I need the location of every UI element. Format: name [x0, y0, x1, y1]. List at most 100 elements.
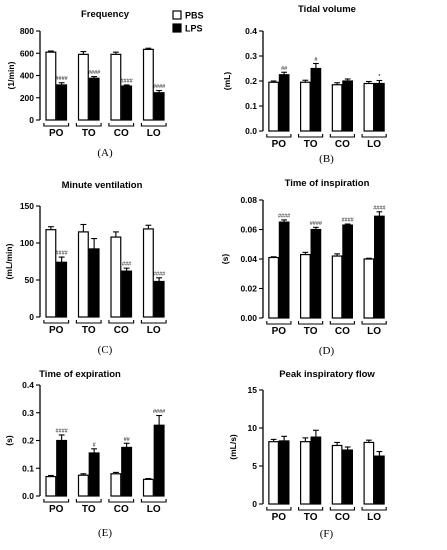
y-tick-label: 0.2: [22, 436, 34, 446]
bar-pbs: [300, 81, 311, 132]
y-axis-label: (mL): [222, 72, 232, 91]
panel-label: (B): [319, 153, 334, 165]
bar-pbs: [268, 81, 279, 132]
group-bracket: [140, 499, 167, 503]
bar-pbs: [331, 255, 343, 319]
bar-lps: [342, 224, 353, 319]
bar-lps: [56, 84, 68, 121]
chart-title: Minute ventilation: [62, 180, 143, 191]
bar-pbs: [363, 441, 375, 505]
significance-marker: ####: [342, 218, 355, 224]
legend-pbs-label: PBS: [185, 11, 204, 21]
group-bracket: [43, 320, 70, 324]
significance-marker: ###: [122, 262, 132, 268]
group-bracket: [329, 507, 355, 511]
group-bracket: [361, 321, 387, 325]
group-bracket: [266, 507, 292, 511]
y-tick-label: 0.00: [240, 313, 257, 323]
significance-marker: ####: [56, 251, 69, 257]
bar-lps: [310, 67, 322, 132]
bar-lps: [278, 74, 290, 132]
category-label: CO: [335, 326, 350, 337]
y-tick-label: 100: [20, 238, 34, 248]
bar-lps: [121, 85, 133, 121]
bar-pbs: [363, 258, 375, 319]
group-bracket: [298, 321, 324, 325]
category-label: LO: [147, 325, 161, 336]
y-tick-label: 0.1: [22, 463, 34, 473]
chart-title: Time of expiration: [39, 369, 121, 380]
y-tick-label: 0.0: [245, 126, 257, 136]
y-tick-label: 10: [248, 423, 258, 433]
category-label: TO: [82, 504, 96, 515]
bar-pbs: [331, 84, 343, 132]
legend-lps-swatch: [172, 23, 182, 33]
significance-marker: ####: [278, 213, 291, 219]
significance-marker: *: [378, 74, 381, 80]
group-bracket: [329, 321, 355, 325]
bar-lps: [278, 440, 290, 505]
y-axis-label: (mL/s): [228, 434, 238, 460]
category-label: PO: [272, 512, 287, 523]
bar-lps: [88, 77, 100, 121]
y-tick-label: 0.04: [240, 254, 257, 264]
category-label: CO: [114, 325, 129, 336]
y-tick-label: 50: [25, 275, 35, 285]
bar-lps: [374, 455, 385, 505]
bar-pbs: [45, 51, 57, 121]
category-label: TO: [82, 128, 96, 139]
category-label: TO: [304, 512, 318, 523]
group-bracket: [43, 123, 70, 127]
legend: PBS LPS: [172, 10, 204, 34]
category-label: LO: [367, 512, 381, 523]
group-bracket: [140, 123, 167, 127]
chart-title: Peak inspiratory flow: [279, 369, 375, 380]
bar-pbs: [77, 474, 89, 497]
bar-pbs: [142, 228, 154, 318]
category-label: CO: [335, 139, 350, 150]
legend-pbs-swatch: [172, 10, 182, 20]
significance-marker: ####: [373, 205, 386, 211]
group-bracket: [298, 507, 324, 511]
y-tick-label: 0.06: [240, 225, 257, 235]
y-tick-label: 0.4: [245, 26, 257, 36]
bar-lps: [153, 92, 165, 121]
group-bracket: [361, 507, 387, 511]
significance-marker: #: [93, 442, 97, 448]
significance-marker: ####: [88, 70, 101, 76]
significance-marker: ####: [153, 409, 166, 415]
bar-pbs: [331, 444, 343, 505]
group-bracket: [266, 134, 292, 138]
y-tick-label: 15: [248, 385, 258, 395]
bar-lps: [342, 449, 353, 505]
bar-lps: [153, 280, 165, 318]
bar-lps: [310, 436, 322, 505]
panel-label: (F): [320, 528, 334, 540]
bar-pbs: [363, 82, 375, 132]
significance-marker: ####: [56, 76, 69, 82]
y-axis-label: (s): [220, 254, 230, 265]
y-tick-label: 0.3: [245, 51, 257, 61]
y-tick-label: 0: [29, 312, 34, 322]
significance-marker: ####: [121, 78, 134, 84]
bar-pbs: [142, 478, 154, 497]
y-tick-label: 400: [20, 71, 34, 81]
chart-title: Time of inspiration: [285, 178, 370, 189]
bar-lps: [153, 424, 165, 497]
legend-lps-label: LPS: [185, 24, 203, 34]
significance-marker: ####: [310, 221, 323, 227]
category-label: TO: [304, 326, 318, 337]
panel-label: (C): [98, 344, 113, 356]
y-tick-label: 0.4: [22, 380, 34, 390]
y-tick-label: 0.2: [245, 76, 257, 86]
bar-pbs: [77, 231, 89, 318]
category-label: TO: [82, 325, 96, 336]
group-bracket: [43, 499, 70, 503]
chart-panel-2: Tidal volume 0.0 0.1 0.2 0.3 0.4 (mL) ## PO # TO CO…: [222, 4, 387, 165]
bar-lps: [374, 215, 385, 319]
category-label: CO: [114, 128, 129, 139]
significance-marker: ####: [153, 84, 166, 90]
significance-marker: ####: [153, 271, 166, 277]
category-label: PO: [272, 139, 287, 150]
